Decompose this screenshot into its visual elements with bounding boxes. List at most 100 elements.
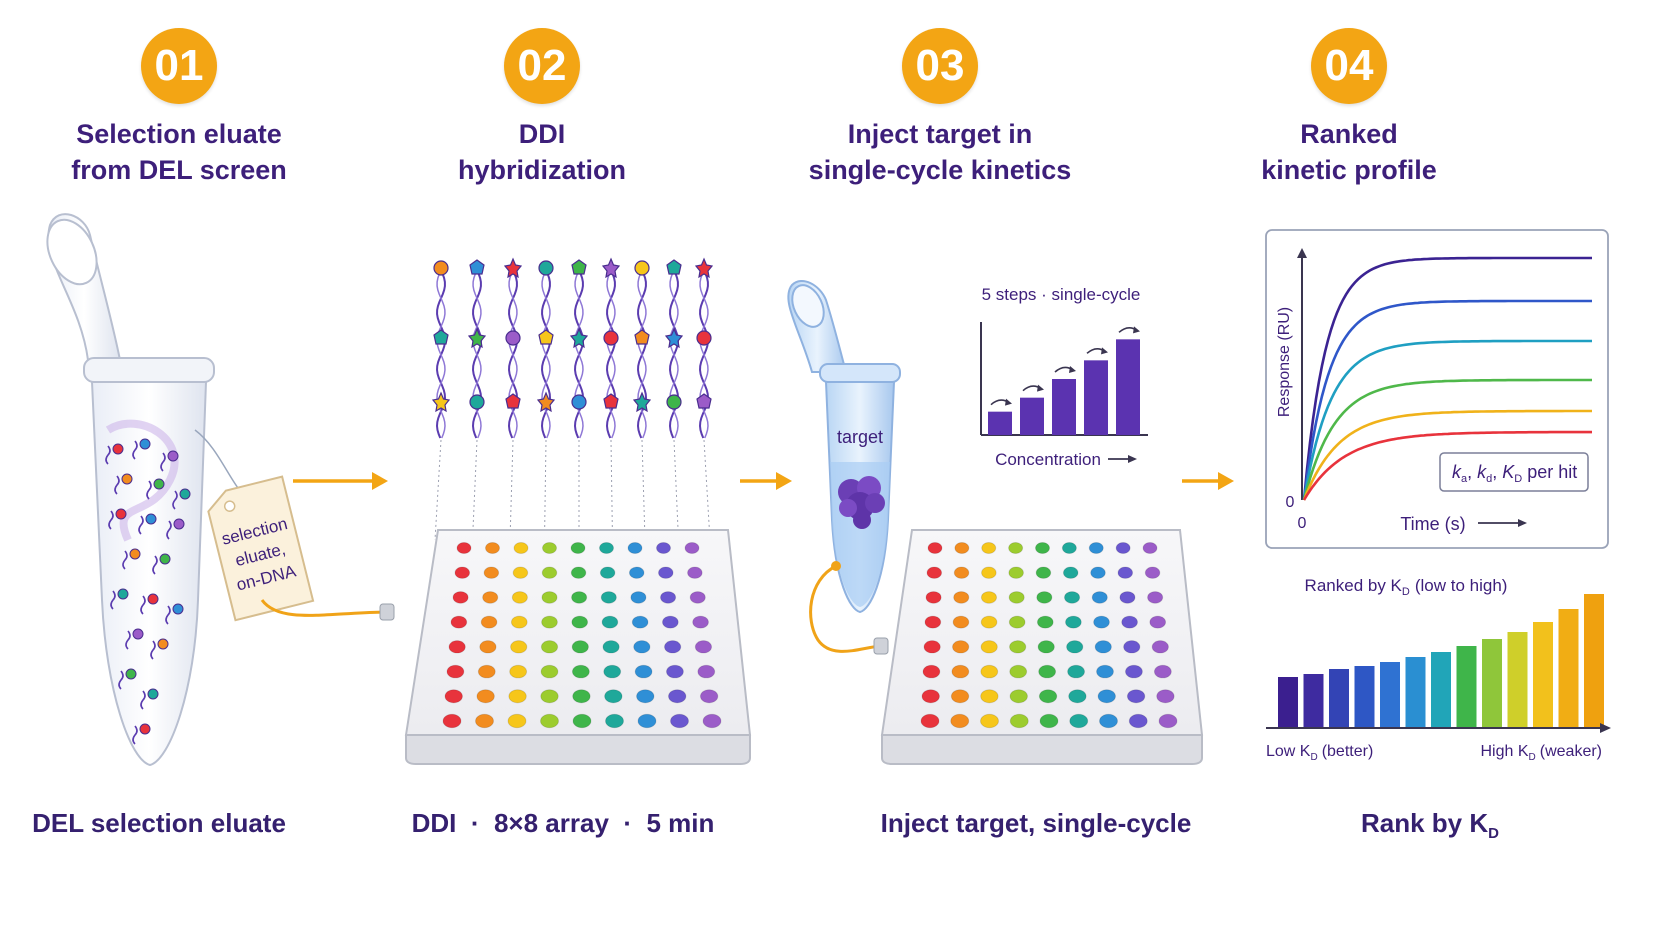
- array-well: [633, 640, 651, 654]
- plate-port-icon: [379, 603, 395, 621]
- array-well: [1038, 664, 1057, 679]
- ligand-icon: [147, 688, 159, 700]
- array-well: [571, 640, 589, 654]
- step-1-header: 01 Selection eluate from DEL screen: [29, 0, 329, 188]
- dna-fragment-icon: [110, 590, 116, 610]
- array-well: [448, 640, 466, 654]
- step-title-line1: Selection eluate: [76, 119, 282, 149]
- step-number-badge: 04: [1311, 28, 1387, 104]
- kd-rank-bar: [1533, 622, 1553, 727]
- dna-fragment-icon: [122, 550, 128, 570]
- binding-curve: [1302, 378, 1592, 501]
- dna-helix-icon: [699, 269, 709, 439]
- ligand-icon: [634, 260, 650, 276]
- array-well: [702, 713, 722, 729]
- kinetic-xlabel: Time (s): [1400, 514, 1465, 534]
- kd-rank-bar: [1558, 609, 1579, 727]
- ligand-icon: [601, 257, 621, 279]
- array-well: [1088, 542, 1104, 554]
- array-well: [1009, 689, 1028, 704]
- array-well: [570, 566, 587, 579]
- target-protein-icon: [838, 476, 885, 529]
- array-well: [1121, 615, 1138, 629]
- array-well: [1069, 713, 1089, 729]
- array-well: [540, 689, 559, 704]
- array-well: [692, 615, 709, 629]
- ligand-icon: [139, 723, 151, 735]
- ligand-icon: [431, 391, 451, 413]
- step-2-header: 02 DDI hybridization: [392, 0, 692, 188]
- array-well: [656, 542, 671, 554]
- rank-left-main: Low K: [1266, 743, 1311, 760]
- ligand-icon: [112, 443, 124, 455]
- ligand-icon: [145, 513, 157, 525]
- array-well: [687, 566, 703, 579]
- array-well: [542, 542, 557, 554]
- dna-fragment-icon: [140, 690, 146, 710]
- array-well: [658, 566, 674, 579]
- sample-tag-label: selection eluate, on-DNA: [194, 429, 315, 622]
- array-well: [1037, 640, 1055, 654]
- step-title-line2: single-cycle kinetics: [808, 155, 1072, 185]
- ligand-icon: [433, 260, 449, 276]
- dna-fragment-icon: [172, 490, 178, 510]
- array-well: [1068, 689, 1087, 704]
- array-well: [950, 713, 970, 729]
- step-arrow-icon: [1101, 347, 1108, 355]
- rank-caption-main: Rank by K: [1361, 808, 1489, 838]
- array-well: [1096, 664, 1114, 679]
- step-title-line2: kinetic profile: [1261, 155, 1437, 185]
- ligand-icon: [603, 393, 619, 409]
- step-title-line1: DDI: [518, 119, 566, 149]
- array-well: [950, 689, 970, 704]
- rank-right-tail: (weaker): [1540, 743, 1602, 760]
- array-well: [509, 664, 528, 679]
- hybridization-guide-line: [703, 439, 711, 541]
- array-well: [924, 615, 942, 629]
- ligand-icon: [147, 593, 159, 605]
- step-title-line1: Inject target in: [847, 119, 1033, 149]
- array-well: [634, 664, 653, 679]
- array-well: [922, 664, 941, 679]
- legend-tail: per hit: [1527, 462, 1577, 482]
- rank-caption-sub: D: [1488, 825, 1499, 843]
- array-well: [694, 640, 713, 654]
- array-well: [571, 664, 590, 679]
- dna-helix-icon: [669, 269, 679, 439]
- rank-right-sub: D: [1529, 752, 1536, 763]
- array-well: [450, 615, 468, 629]
- array-well: [1123, 640, 1141, 654]
- legend-kd: k: [1477, 462, 1487, 482]
- ligand-icon: [538, 260, 554, 276]
- ligand-icon: [172, 603, 184, 615]
- array-well: [1061, 542, 1077, 554]
- ligand-icon: [505, 330, 521, 346]
- ligand-icon: [467, 327, 487, 349]
- legend-KD: K: [1502, 462, 1515, 482]
- dna-fragment-icon: [132, 725, 138, 745]
- array-well: [1117, 566, 1134, 579]
- rank-title-main: Ranked by K: [1305, 576, 1403, 595]
- array-well: [475, 713, 494, 729]
- ligand-icon: [167, 450, 179, 462]
- rank-right-label: High KD (weaker): [1481, 743, 1603, 763]
- array-well: [1149, 615, 1167, 629]
- array-well: [953, 591, 970, 604]
- ligand-icon: [569, 327, 589, 349]
- ligand-icon: [571, 394, 587, 410]
- ligand-icon: [694, 257, 714, 279]
- dna-fragment-icon: [146, 480, 152, 500]
- steps-chart-title: 5 steps · single-cycle: [982, 285, 1141, 304]
- array-well: [1009, 664, 1028, 679]
- kd-rank-bar: [1329, 669, 1349, 727]
- array-well: [1008, 542, 1024, 554]
- array-well: [1067, 664, 1085, 679]
- tube-label-target: target: [837, 427, 883, 447]
- step-arrow-icon: [1069, 366, 1076, 373]
- array-well: [452, 591, 469, 604]
- ligand-icon: [666, 259, 682, 275]
- array-well: [920, 713, 940, 729]
- ligand-icon: [115, 508, 127, 520]
- rank-chart-title: Ranked by KD (low to high): [1305, 576, 1508, 598]
- kinetic-y-zero: 0: [1286, 494, 1295, 511]
